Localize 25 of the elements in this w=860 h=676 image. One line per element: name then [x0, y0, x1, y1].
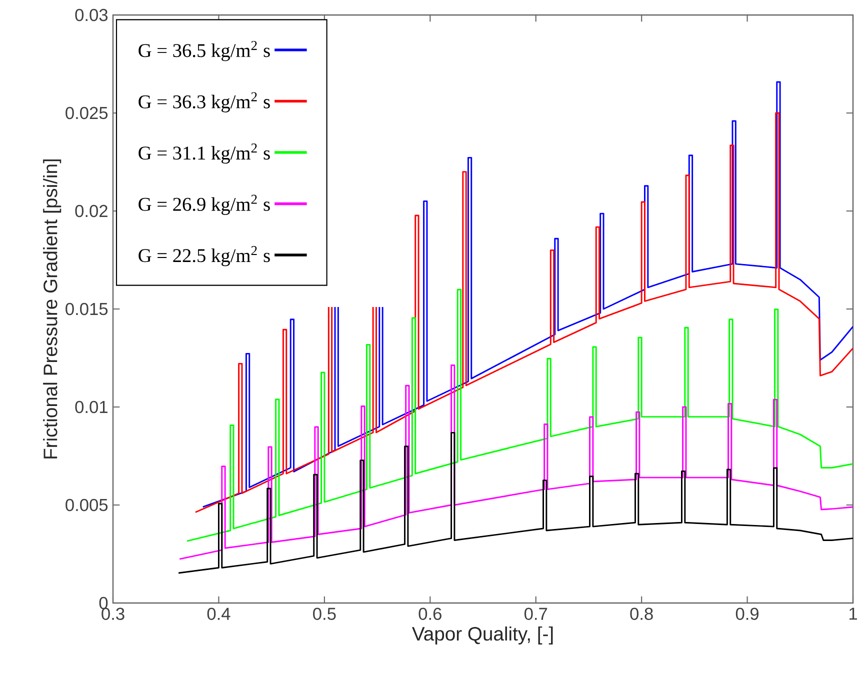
- y-tick-label: 0.015: [66, 302, 108, 316]
- y-tick-label: 0.01: [75, 400, 108, 414]
- y-tick-label: 0.025: [66, 106, 108, 120]
- legend-label: G = 36.3 kg/m$^{2}$ s: [138, 92, 270, 112]
- x-tick-label: 0.3: [102, 608, 124, 620]
- legend-label: G = 22.5 kg/m$^{2}$ s: [138, 246, 270, 266]
- x-tick-label: 1: [849, 608, 857, 620]
- line-series: [186, 288, 853, 542]
- x-tick-label: 0.5: [313, 608, 336, 620]
- y-axis-title: Frictional Pressure Gradient [psi/in]: [43, 159, 62, 458]
- legend-label: G = 26.9 kg/m$^{2}$ s: [138, 194, 270, 215]
- line-series: [178, 432, 853, 574]
- x-tick-label: 0.7: [524, 608, 548, 620]
- x-axis-title: Vapor Quality, [-]: [412, 626, 553, 644]
- y-tick-label: 0.02: [75, 204, 108, 218]
- y-tick-label: 0.005: [66, 498, 108, 512]
- y-tick-label: 0.03: [75, 8, 108, 22]
- y-tick-label: 0: [99, 596, 108, 610]
- line-series: [178, 364, 853, 560]
- x-tick-label: 0.6: [418, 608, 442, 620]
- legend-label: G = 31.1 kg/m$^{2}$ s: [138, 144, 270, 164]
- x-tick-label: 0.8: [630, 608, 653, 620]
- x-tick-label: 0.9: [736, 608, 759, 620]
- x-tick-label: 0.4: [207, 608, 230, 620]
- legend-label: G = 36.5 kg/m$^{2}$ s: [138, 41, 270, 62]
